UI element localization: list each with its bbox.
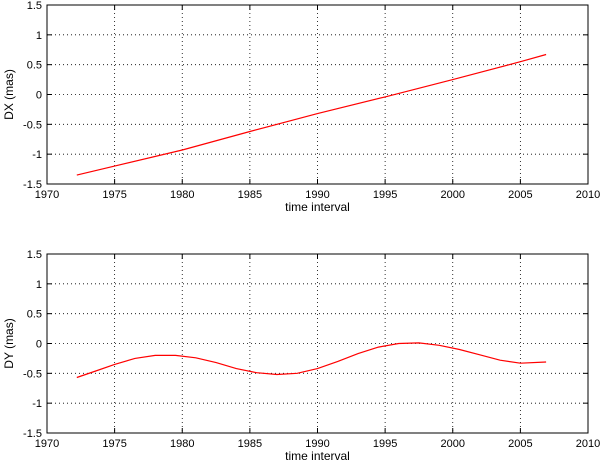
dy-x-tick-label: 1995 <box>373 438 397 450</box>
dx-y-tick-label: 1.5 <box>27 0 42 12</box>
dy-x-tick-label: 1980 <box>170 438 194 450</box>
dy-x-tick-label: 1985 <box>238 438 262 450</box>
dx-y-tick-label: -1.5 <box>23 179 42 191</box>
dy-x-tick-label: 2000 <box>441 438 465 450</box>
dx-y-tick-label: -0.5 <box>23 119 42 131</box>
dx-x-tick-label: 1990 <box>305 189 329 201</box>
dx-y-tick-label: -1 <box>32 149 42 161</box>
dy-y-tick-label: -1 <box>32 398 42 410</box>
dy-series <box>76 342 547 379</box>
dx-x-tick-label: 1985 <box>238 189 262 201</box>
dx-x-tick-label: 1980 <box>170 189 194 201</box>
dx-y-tick-label: 1 <box>36 30 42 42</box>
dx-x-tick-label: 1995 <box>373 189 397 201</box>
dx-series <box>76 53 547 176</box>
dy-tick-labels: 1970 1975 1980 1985 1990 1995 2000 2005 2010 -1.5… <box>23 249 600 450</box>
dy-y-tick-label: 0 <box>36 339 42 351</box>
dy-x-tick-label: 2010 <box>576 438 600 450</box>
dx-plot-area <box>46 4 589 185</box>
dy-y-axis-label: DY (mas) <box>2 318 16 368</box>
dy-y-tick-label: 1.5 <box>27 249 42 261</box>
dx-x-tick-label: 2005 <box>508 189 532 201</box>
dx-x-axis-label: time interval <box>285 200 350 214</box>
dy-y-tick-label: 0.5 <box>27 309 42 321</box>
dx-ticks <box>46 4 589 185</box>
dy-y-tick-label: 1 <box>36 279 42 291</box>
dx-panel: 1970 1975 1980 1985 1990 1995 2000 2005 2010 -1.5… <box>2 0 600 214</box>
dx-y-tick-label: 0 <box>36 90 42 102</box>
dy-y-tick-label: -1.5 <box>23 428 42 440</box>
dx-x-tick-label: 1970 <box>35 189 59 201</box>
dx-y-tick-label: 0.5 <box>27 60 42 72</box>
dy-x-tick-label: 1990 <box>305 438 329 450</box>
dx-x-tick-label: 2000 <box>441 189 465 201</box>
dy-plot-area <box>46 253 589 434</box>
dy-panel: 1970 1975 1980 1985 1990 1995 2000 2005 2010 -1.5… <box>2 249 600 463</box>
dx-y-axis-label: DX (mas) <box>2 69 16 120</box>
dy-x-tick-label: 1970 <box>35 438 59 450</box>
dy-x-axis-label: time interval <box>285 449 350 463</box>
dy-y-tick-label: -0.5 <box>23 368 42 380</box>
dy-x-tick-label: 2005 <box>508 438 532 450</box>
dx-tick-labels: 1970 1975 1980 1985 1990 1995 2000 2005 2010 -1.5… <box>23 0 600 201</box>
dy-ticks <box>46 253 589 434</box>
dx-series-line <box>76 53 547 176</box>
dx-x-tick-label: 2010 <box>576 189 600 201</box>
dy-x-tick-label: 1975 <box>102 438 126 450</box>
dy-series-line <box>76 342 547 379</box>
dx-x-tick-label: 1975 <box>102 189 126 201</box>
